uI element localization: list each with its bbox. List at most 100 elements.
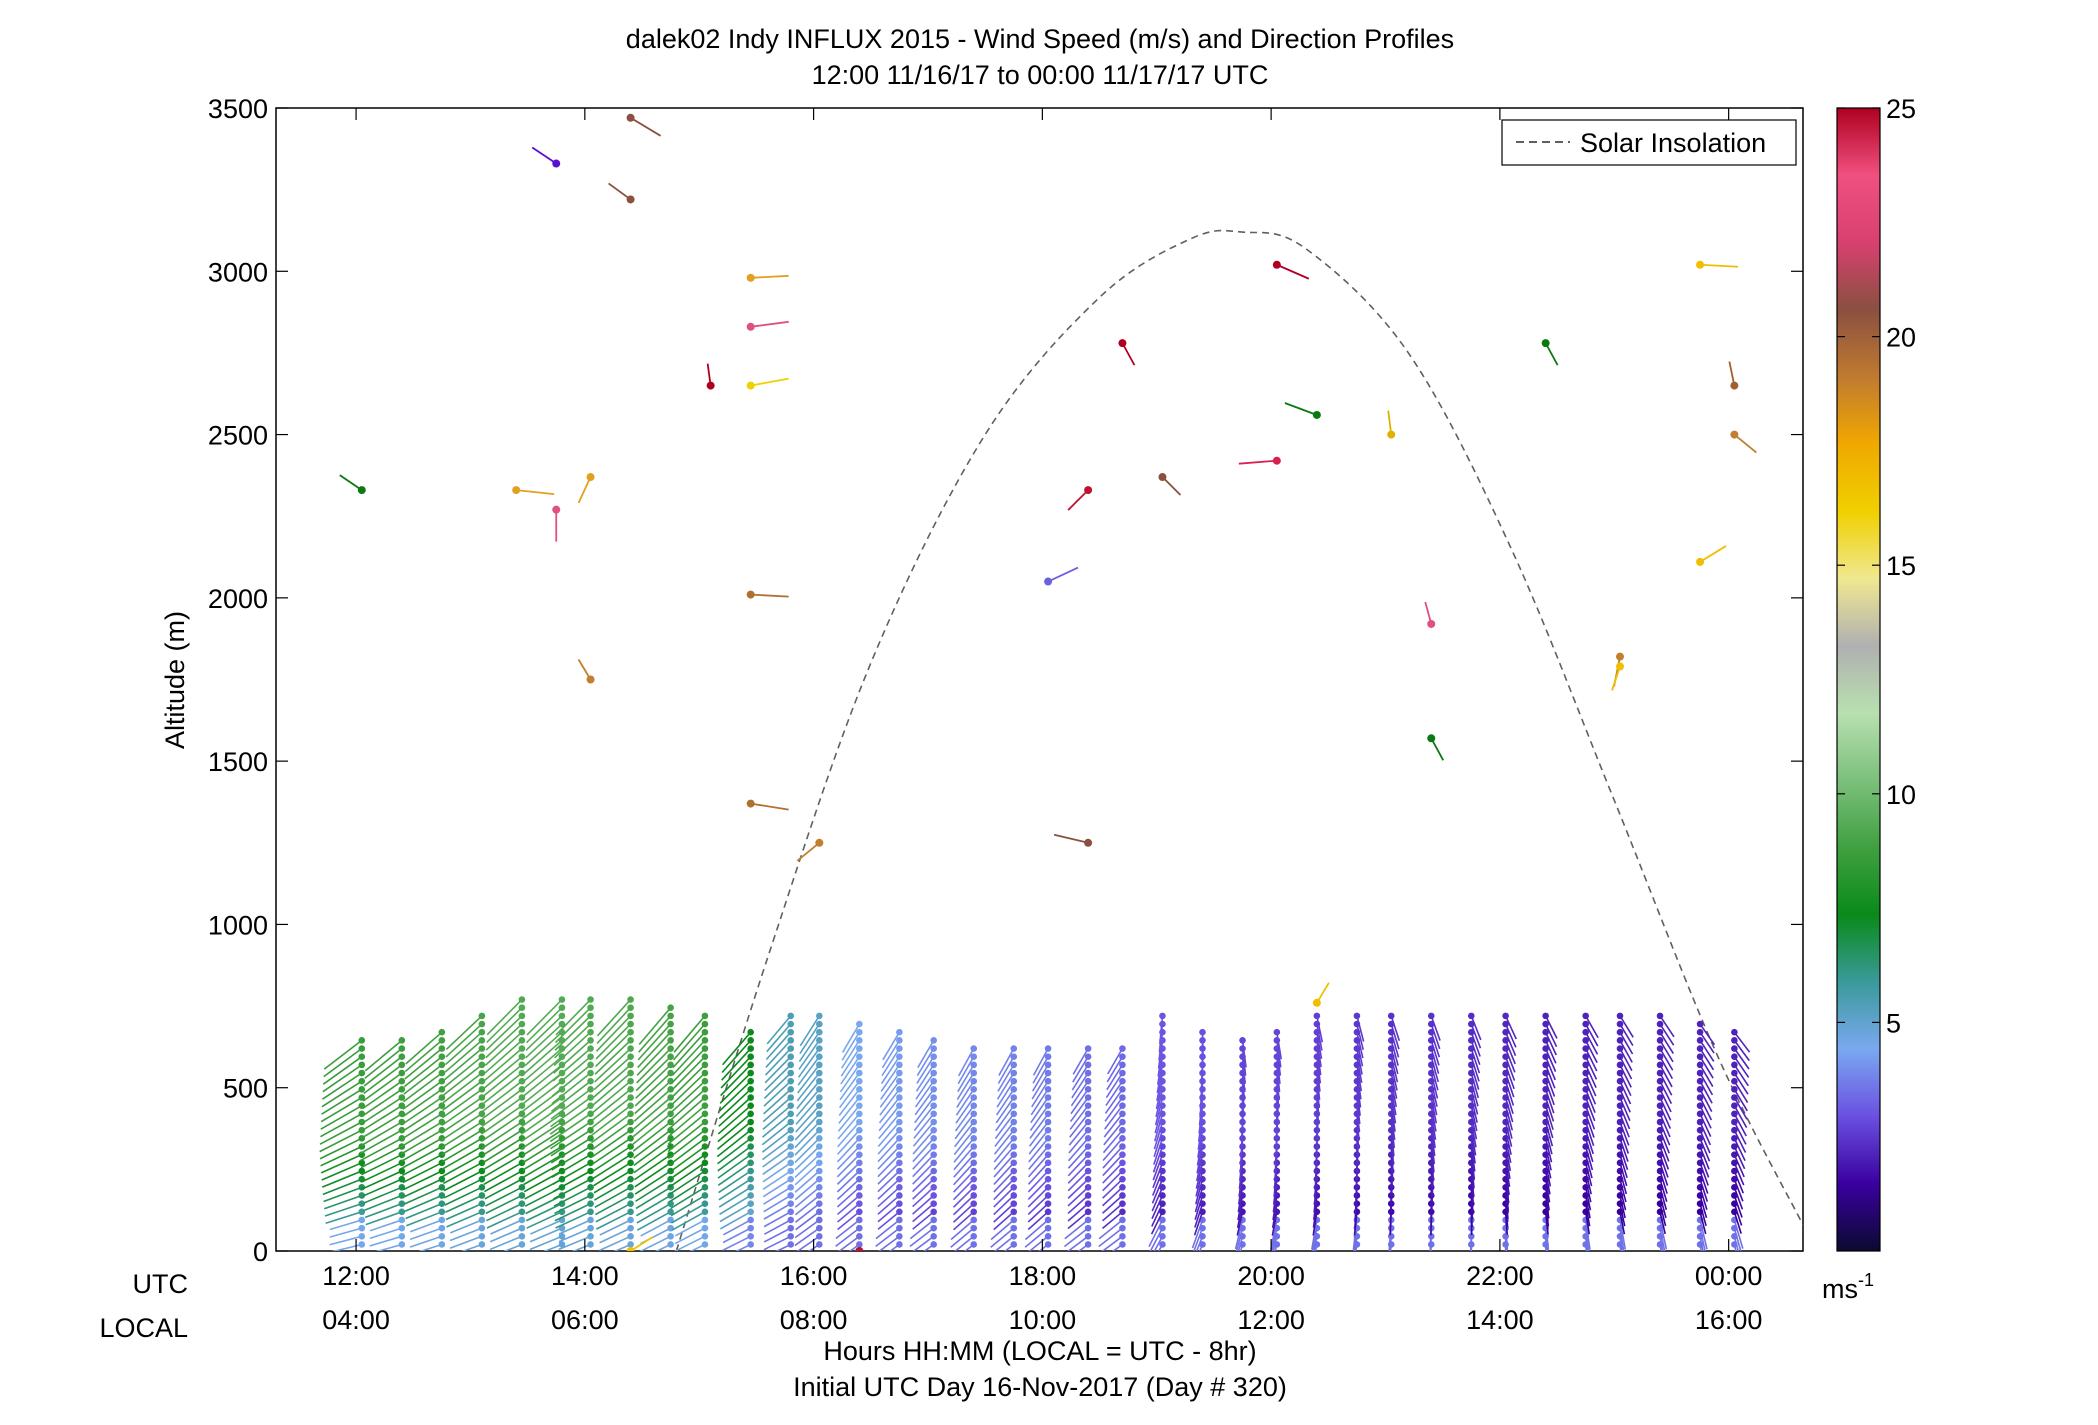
wind-stick bbox=[836, 1178, 860, 1200]
wind-profile bbox=[481, 996, 526, 1251]
wind-stick bbox=[798, 1031, 820, 1063]
wind-point bbox=[398, 1037, 406, 1044]
wind-point bbox=[627, 1224, 634, 1232]
wind-point bbox=[816, 1110, 823, 1118]
wind-stick bbox=[1733, 1211, 1742, 1234]
wind-stick bbox=[364, 1039, 403, 1072]
wind-point bbox=[667, 1061, 674, 1069]
wind-point bbox=[1044, 577, 1053, 586]
wind-stick bbox=[526, 998, 563, 1036]
wind-stick bbox=[1068, 1129, 1089, 1154]
wind-stick bbox=[1584, 1039, 1598, 1064]
wind-point bbox=[746, 590, 755, 599]
wind-profile bbox=[716, 1028, 754, 1251]
wind-stick bbox=[529, 1227, 563, 1243]
wind-stick bbox=[591, 1113, 632, 1144]
wind-point bbox=[896, 1102, 903, 1109]
wind-stick bbox=[362, 1080, 403, 1110]
wind-stick bbox=[1544, 342, 1559, 366]
wind-stick bbox=[522, 1137, 563, 1164]
wind-stick bbox=[669, 1170, 706, 1195]
wind-point bbox=[896, 1028, 903, 1036]
wind-point bbox=[1010, 1061, 1018, 1069]
wind-stick bbox=[1699, 1187, 1708, 1210]
wind-stick bbox=[675, 1219, 706, 1237]
wind-stick bbox=[552, 1047, 592, 1082]
wind-stick bbox=[594, 1039, 632, 1075]
wind-stick bbox=[503, 1243, 523, 1251]
wind-stick bbox=[1504, 1031, 1517, 1056]
wind-stick bbox=[329, 1219, 363, 1231]
wind-stick bbox=[1544, 1121, 1554, 1147]
wind-stick bbox=[955, 1097, 975, 1124]
wind-point bbox=[896, 1233, 903, 1240]
wind-stick bbox=[1390, 1105, 1396, 1132]
wind-stick bbox=[1733, 1080, 1749, 1103]
wind-stick bbox=[1699, 1195, 1708, 1219]
wind-stick bbox=[957, 1056, 975, 1085]
wind-stick bbox=[593, 1170, 631, 1194]
wind-stick bbox=[1619, 1178, 1627, 1203]
wind-point bbox=[701, 1126, 709, 1134]
wind-stick bbox=[1544, 1105, 1554, 1130]
wind-stick bbox=[952, 1194, 975, 1216]
wind-point bbox=[438, 1094, 446, 1101]
wind-stick bbox=[1619, 1023, 1634, 1047]
wind-point bbox=[438, 1192, 446, 1199]
wind-point bbox=[896, 1094, 903, 1101]
wind-point bbox=[1542, 1061, 1549, 1069]
wind-stick bbox=[525, 1202, 563, 1222]
wind-stick bbox=[1619, 1072, 1632, 1097]
wind-stick bbox=[1733, 1088, 1748, 1112]
wind-stick bbox=[1053, 833, 1089, 844]
wind-stick bbox=[592, 1145, 632, 1172]
wind-stick bbox=[762, 1145, 792, 1168]
wind-stick bbox=[1236, 1211, 1244, 1236]
wind-stick bbox=[956, 1072, 975, 1100]
wind-point bbox=[1731, 1094, 1738, 1101]
colorbar-tick-label: 15 bbox=[1886, 551, 1916, 581]
wind-point bbox=[587, 1167, 594, 1175]
wind-point bbox=[930, 1135, 937, 1142]
wind-point bbox=[587, 1020, 594, 1028]
wind-stick bbox=[750, 320, 789, 328]
wind-stick bbox=[400, 1121, 443, 1148]
wind-point bbox=[816, 1151, 823, 1158]
wind-stick bbox=[764, 1064, 792, 1092]
wind-stick bbox=[321, 1162, 363, 1181]
wind-point bbox=[478, 1224, 486, 1232]
wind-profile bbox=[1502, 1012, 1517, 1251]
wind-point bbox=[1656, 1069, 1664, 1077]
wind-stick bbox=[1155, 1081, 1164, 1110]
wind-stick bbox=[1584, 1129, 1594, 1155]
wind-stick bbox=[635, 1178, 672, 1202]
wind-stick bbox=[763, 1080, 792, 1107]
wind-point bbox=[1010, 1102, 1018, 1109]
wind-stick bbox=[1544, 1089, 1555, 1114]
wind-stick bbox=[1699, 1097, 1713, 1121]
wind-point bbox=[706, 381, 715, 390]
wind-stick bbox=[1584, 1064, 1597, 1089]
wind-point bbox=[747, 1045, 754, 1052]
wind-stick bbox=[1470, 1113, 1478, 1140]
wind-point bbox=[1502, 1020, 1509, 1028]
colorbar-unit-exponent: -1 bbox=[1858, 1270, 1874, 1290]
wind-stick bbox=[720, 1056, 752, 1089]
wind-point bbox=[930, 1184, 937, 1191]
wind-stick bbox=[1314, 1244, 1318, 1251]
wind-stick bbox=[1316, 1023, 1323, 1051]
wind-stick bbox=[1619, 1039, 1633, 1063]
wind-stick bbox=[1195, 1236, 1204, 1251]
wind-point bbox=[701, 1167, 709, 1175]
wind-stick bbox=[484, 1039, 523, 1074]
wind-point bbox=[587, 1094, 594, 1101]
wind-stick bbox=[1238, 459, 1277, 465]
wind-point bbox=[398, 1077, 406, 1085]
wind-stick bbox=[1584, 1138, 1594, 1163]
wind-stick bbox=[1659, 1023, 1675, 1046]
wind-stick bbox=[364, 1202, 403, 1219]
wind-point bbox=[478, 1216, 486, 1224]
wind-stick bbox=[320, 1145, 363, 1167]
wind-stick bbox=[551, 1145, 591, 1171]
wind-stick bbox=[405, 1202, 443, 1220]
